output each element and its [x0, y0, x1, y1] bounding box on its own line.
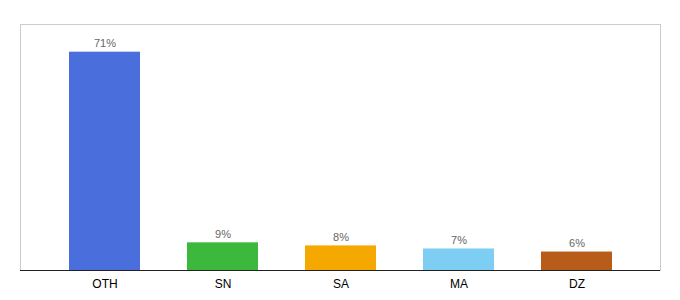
- svg-text:MA: MA: [450, 277, 468, 291]
- svg-text:6%: 6%: [569, 237, 585, 249]
- svg-text:SA: SA: [333, 277, 349, 291]
- svg-text:71%: 71%: [94, 37, 116, 49]
- svg-text:8%: 8%: [333, 231, 349, 243]
- svg-text:7%: 7%: [451, 234, 467, 246]
- svg-text:OTH: OTH: [92, 277, 117, 291]
- svg-text:DZ: DZ: [569, 277, 585, 291]
- svg-text:9%: 9%: [215, 228, 231, 240]
- svg-text:SN: SN: [215, 277, 232, 291]
